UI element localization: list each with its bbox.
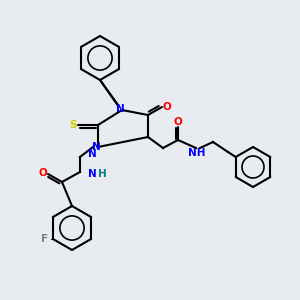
Text: O: O [163, 102, 171, 112]
Text: N: N [88, 149, 96, 159]
Text: O: O [174, 117, 182, 127]
Text: NH: NH [188, 148, 206, 158]
Text: O: O [39, 168, 47, 178]
Text: N: N [88, 169, 96, 179]
Text: H: H [98, 169, 106, 179]
Text: F: F [41, 234, 49, 244]
Text: N: N [116, 104, 124, 114]
Text: S: S [69, 120, 77, 130]
Text: N: N [92, 142, 100, 152]
